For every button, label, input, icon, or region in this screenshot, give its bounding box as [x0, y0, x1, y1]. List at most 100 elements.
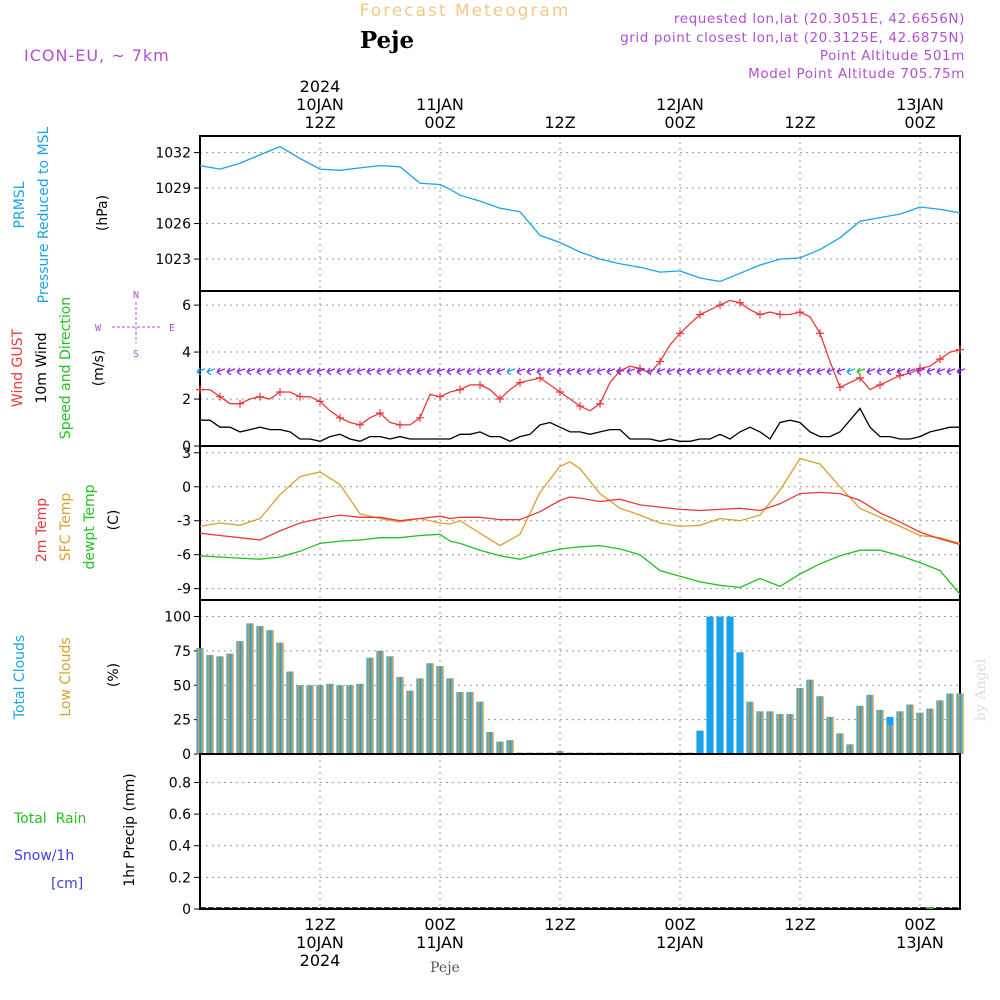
- low-cloud-bar: [447, 678, 450, 754]
- low-cloud-bar: [477, 701, 480, 754]
- bottom-time-label: 00Z: [664, 915, 695, 934]
- low-cloud-bar: [251, 623, 254, 754]
- wind-direction-arrow: [676, 367, 686, 376]
- total-cloud-bar: [256, 626, 264, 754]
- top-time-label: 2024: [300, 77, 341, 96]
- total-cloud-bar: [346, 685, 354, 754]
- wind-direction-arrow: [356, 367, 366, 376]
- total-cloud-bar: [836, 733, 844, 754]
- low-cloud-bar: [861, 705, 864, 754]
- gust-marker: [756, 310, 764, 319]
- low-cloud-bar: [361, 683, 364, 754]
- total-cloud-bar: [696, 730, 704, 754]
- wind-direction-arrow: [806, 367, 816, 376]
- total-cloud-bar: [206, 655, 214, 754]
- total-cloud-bar: [426, 663, 434, 754]
- low-cloud-bar: [351, 685, 354, 754]
- gust-marker: [736, 298, 744, 307]
- gust-marker: [876, 380, 884, 389]
- gust-marker: [196, 385, 204, 394]
- bottom-time-label: 12Z: [784, 915, 815, 934]
- low-cloud-bar: [761, 711, 764, 754]
- total-cloud-bar: [756, 711, 764, 754]
- low-cloud-bar: [307, 685, 310, 754]
- low-cloud-bar: [271, 630, 274, 754]
- bottom-time-label: 2024: [300, 951, 341, 970]
- wind-direction-arrow: [916, 367, 926, 376]
- total-cloud-bar: [826, 716, 834, 754]
- low-cloud-bar: [467, 692, 470, 754]
- wind-direction-arrow: [616, 367, 626, 376]
- low-cloud-bar: [811, 679, 814, 754]
- low-cloud-bar: [471, 692, 474, 754]
- wind-direction-arrow: [716, 367, 726, 376]
- total-cloud-bar: [716, 616, 724, 754]
- total-cloud-bar: [216, 656, 224, 754]
- wind-direction-arrow: [886, 367, 896, 376]
- low-cloud-bar: [747, 701, 750, 754]
- grid-point-coords: grid point closest lon,lat (20.3125E, 42…: [620, 30, 965, 46]
- gust-marker: [576, 402, 584, 411]
- compass-rose: N W E S: [95, 290, 175, 360]
- y-tick-label: 0: [182, 480, 191, 496]
- wind-gust-label: Wind GUST: [10, 328, 26, 407]
- total-cloud-bar: [866, 694, 874, 754]
- low-cloud-bar: [281, 642, 284, 754]
- low-cloud-bar: [847, 744, 850, 754]
- gust-marker: [496, 395, 504, 404]
- low-cloud-bar: [217, 656, 220, 754]
- wind-direction-arrow: [486, 367, 496, 376]
- low-cloud-bar: [311, 685, 314, 754]
- wind-direction-arrow: [696, 367, 706, 376]
- y-tick-label: 4: [182, 345, 191, 361]
- y-tick-label: 0: [182, 439, 191, 455]
- y-tick-label: 100: [164, 610, 191, 626]
- wind-direction-arrow: [846, 367, 856, 376]
- wind-labels: Wind GUST 10m Wind Speed and Direction (…: [10, 290, 175, 439]
- gust-marker: [416, 413, 424, 422]
- gust-marker: [216, 392, 224, 401]
- total-cloud-bar: [196, 648, 204, 754]
- low-cloud-bar: [427, 663, 430, 754]
- wind-direction-arrow: [276, 367, 286, 376]
- total-cloud-bar: [796, 688, 804, 754]
- wind-direction-arrow: [586, 367, 596, 376]
- low-cloud-bar: [877, 710, 880, 754]
- temperature-labels: 2m Temp SFC Temp dewpt Temp (C): [34, 484, 122, 569]
- clouds-unit-label: (%): [106, 663, 122, 687]
- wind-direction-arrow: [556, 367, 566, 376]
- low-cloud-bar: [437, 666, 440, 754]
- total-cloud-bar: [856, 705, 864, 754]
- total-cloud-bar: [736, 652, 744, 754]
- gust-marker: [256, 392, 264, 401]
- compass-w: W: [95, 323, 102, 334]
- clouds-panel: 0 25 50 75 100: [164, 599, 964, 763]
- low-cloud-bar: [827, 716, 830, 754]
- wind-direction-arrow: [776, 367, 786, 376]
- dewpt-temp-line: [199, 533, 961, 595]
- total-cloud-bar: [366, 657, 374, 754]
- total-cloud-bar: [556, 751, 564, 754]
- low-cloud-bar: [367, 657, 370, 754]
- low-cloud-bar: [867, 694, 870, 754]
- low-cloud-bar: [221, 656, 224, 754]
- model-altitude: Model Point Altitude 705.75m: [748, 66, 965, 82]
- wind-direction-arrow: [736, 367, 746, 376]
- y-tick-label: 0.2: [169, 870, 191, 886]
- precip-panel: 0 0.2 0.4 0.6 0.8: [169, 753, 961, 918]
- low-cloud-bar: [921, 712, 924, 754]
- gust-marker: [656, 357, 664, 366]
- low-cloud-bar: [781, 714, 784, 754]
- low-cloud-bar: [911, 704, 914, 754]
- total-cloud-bar: [436, 666, 444, 754]
- panel-frame: [199, 135, 961, 292]
- low-cloud-bar: [451, 678, 454, 754]
- y-tick-label: 1023: [155, 252, 191, 268]
- low-cloud-bar: [417, 678, 420, 754]
- wind-direction-arrow: [866, 367, 876, 376]
- wind-direction-arrow: [296, 367, 306, 376]
- low-cloud-bar: [561, 751, 564, 754]
- gust-marker: [556, 387, 564, 396]
- low-cloud-bar: [797, 688, 800, 754]
- low-cloud-bar: [461, 692, 464, 754]
